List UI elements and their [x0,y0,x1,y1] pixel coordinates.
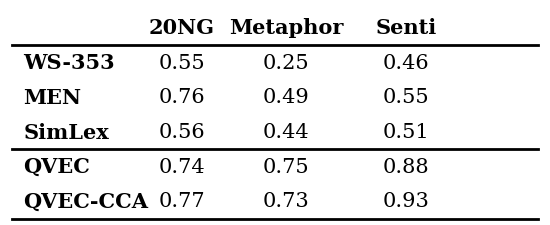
Text: QVEC: QVEC [23,156,90,176]
Text: 0.75: 0.75 [263,157,309,176]
Text: 0.76: 0.76 [158,88,205,107]
Text: 0.44: 0.44 [263,122,309,141]
Text: 0.55: 0.55 [383,88,430,107]
Text: 20NG: 20NG [149,18,215,38]
Text: Senti: Senti [376,18,437,38]
Text: MEN: MEN [23,88,81,108]
Text: 0.55: 0.55 [158,54,205,72]
Text: SimLex: SimLex [23,122,109,142]
Text: WS-353: WS-353 [23,53,115,73]
Text: 0.49: 0.49 [262,88,309,107]
Text: 0.46: 0.46 [383,54,430,72]
Text: 0.73: 0.73 [262,191,309,210]
Text: Metaphor: Metaphor [229,18,343,38]
Text: 0.74: 0.74 [158,157,205,176]
Text: 0.25: 0.25 [263,54,309,72]
Text: QVEC-CCA: QVEC-CCA [23,191,148,211]
Text: 0.56: 0.56 [158,122,205,141]
Text: 0.51: 0.51 [383,122,430,141]
Text: 0.93: 0.93 [383,191,430,210]
Text: 0.88: 0.88 [383,157,430,176]
Text: 0.77: 0.77 [158,191,205,210]
